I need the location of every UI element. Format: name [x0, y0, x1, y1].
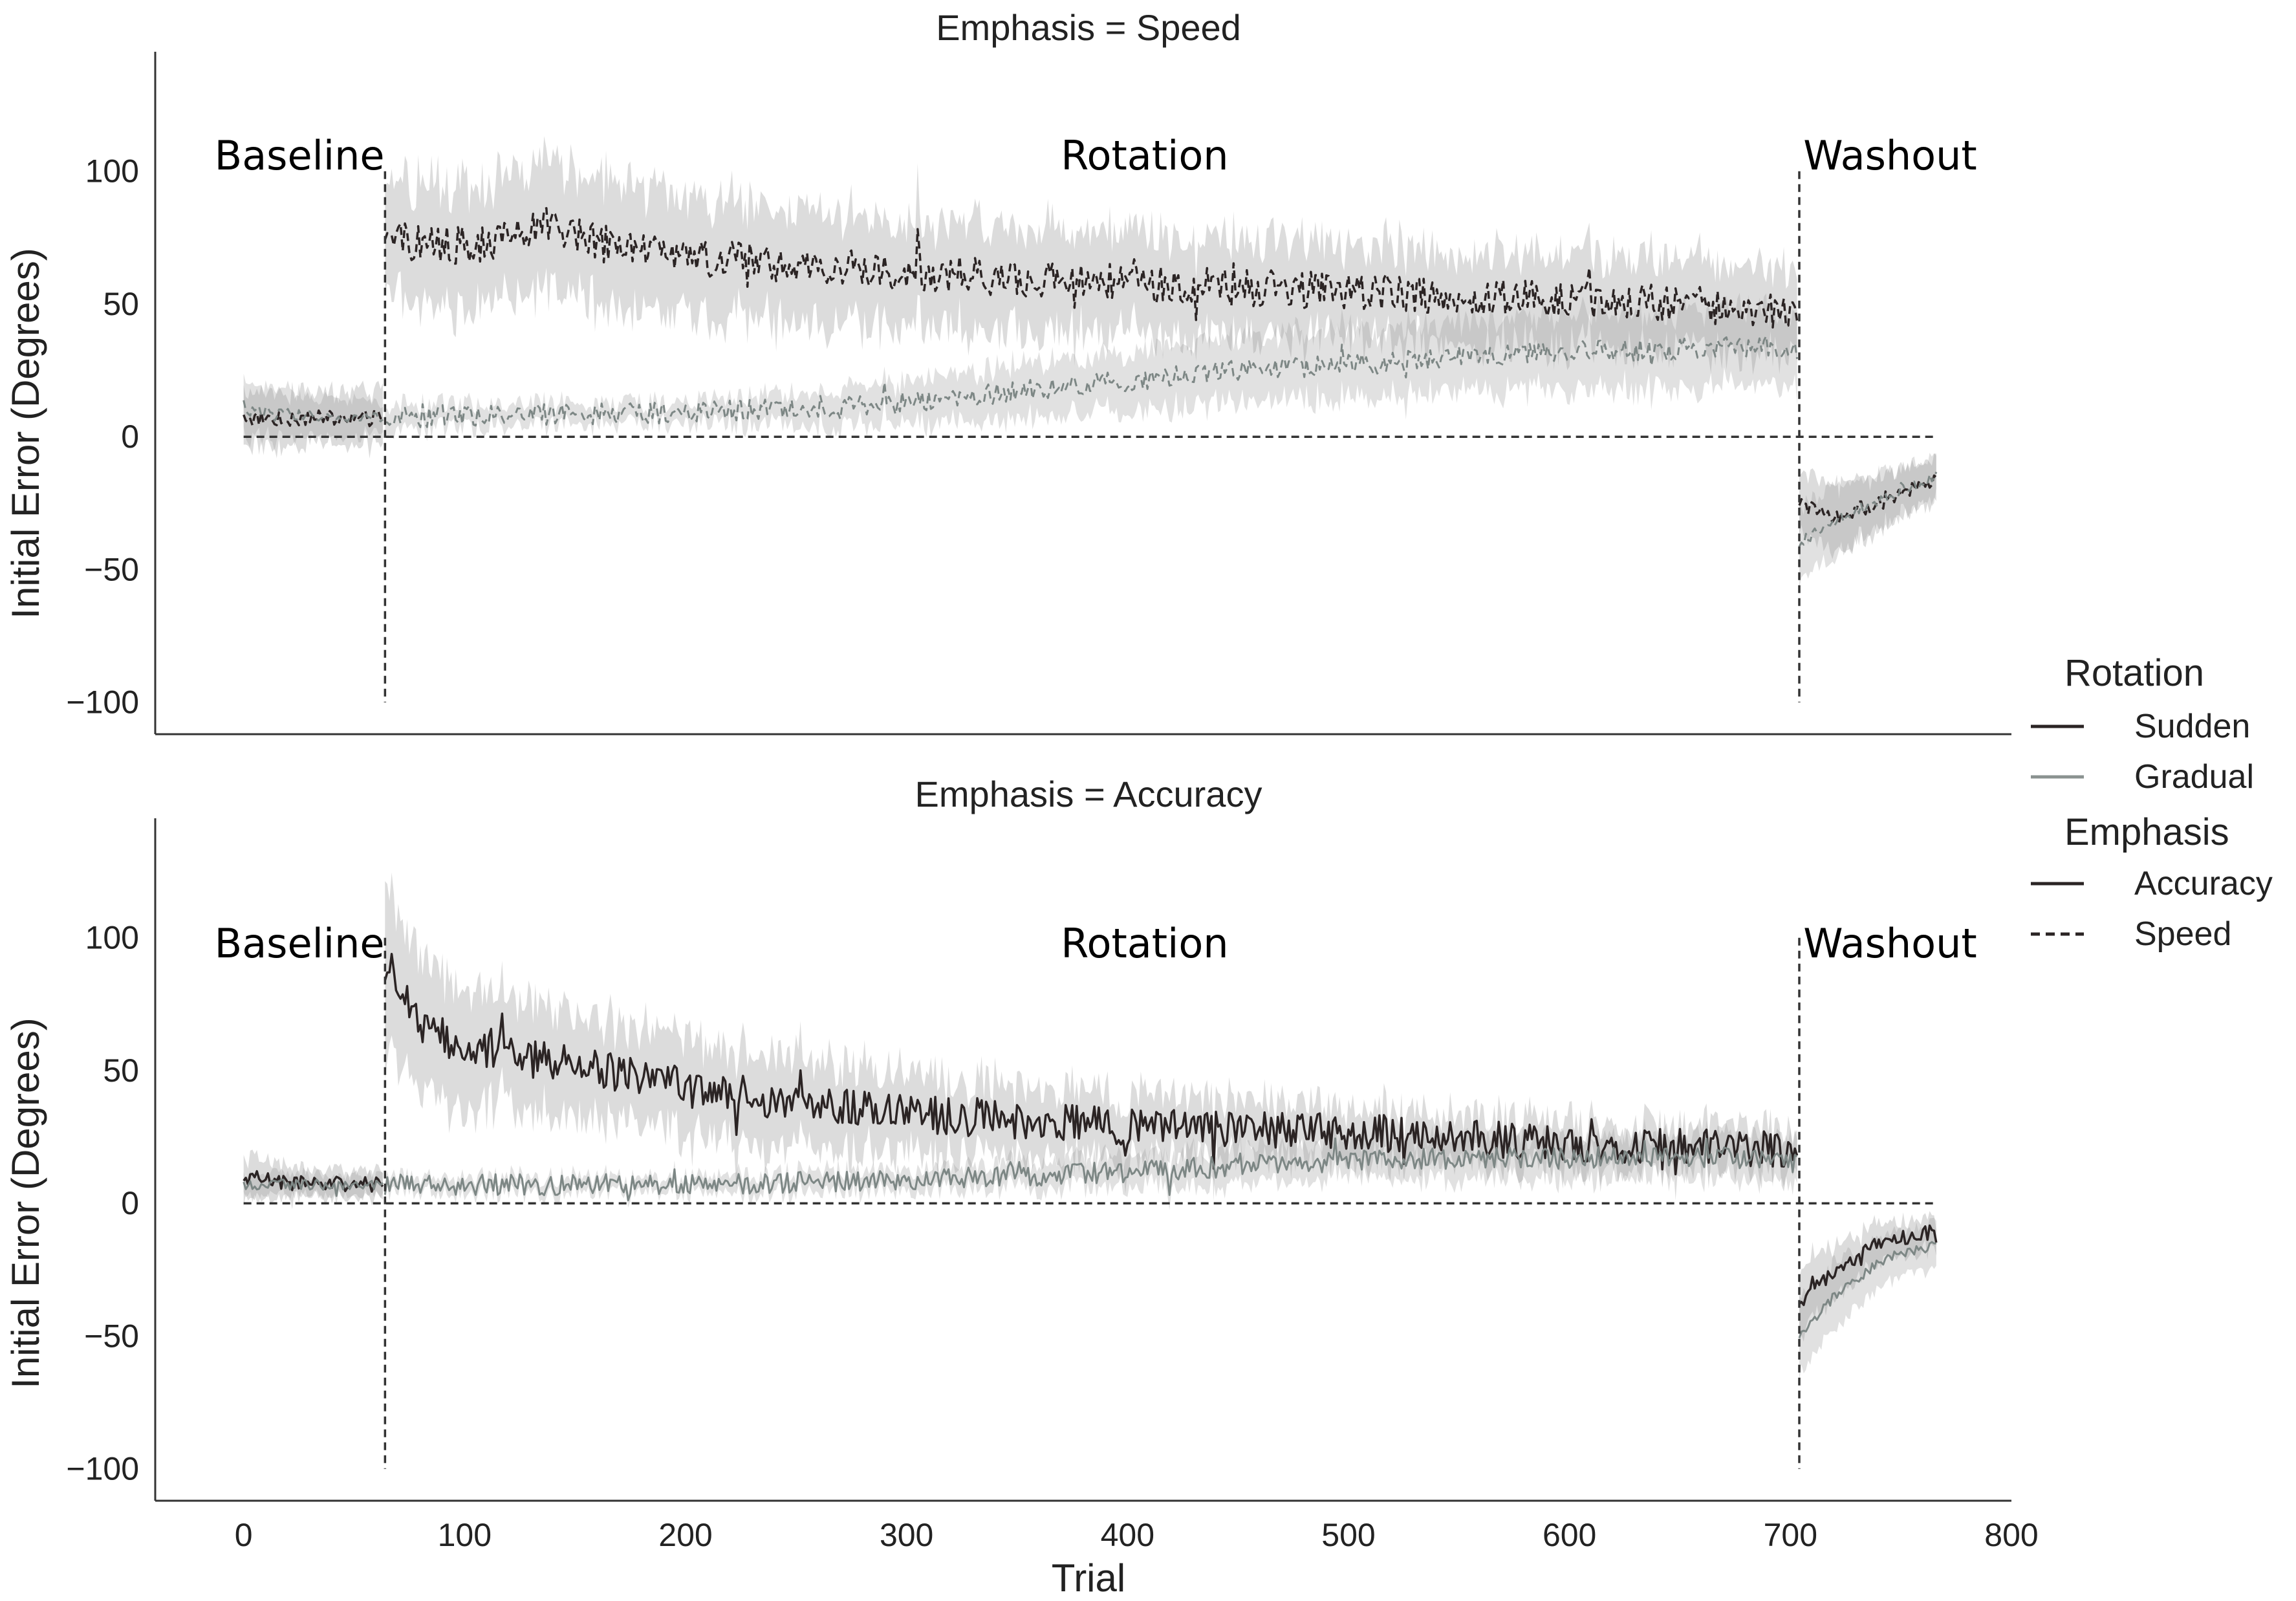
gradual-accuracy-series-line: [384, 1137, 1798, 1202]
accuracy-reference-lines: [243, 937, 1936, 1469]
x-tick-label: 200: [658, 1517, 712, 1553]
y-tick-label: −100: [66, 684, 139, 721]
legend: Rotation Sudden Gradual Emphasis Accurac…: [2031, 652, 2273, 953]
y-tick-label: −50: [84, 551, 139, 587]
x-tick-label: 0: [235, 1517, 253, 1553]
gradual-speed-series-line: [385, 335, 1799, 428]
gradual-accuracy-series-line: [243, 1179, 384, 1197]
speed-y-axis-label: Initial Error (Degrees): [4, 248, 47, 619]
gradual-accuracy-band-segment: [1799, 1217, 1936, 1381]
phase-label-washout: Washout: [1803, 920, 1977, 967]
gradual-speed-band-segment: [385, 292, 1797, 441]
accuracy-y-axis-label: Initial Error (Degrees): [4, 1018, 47, 1389]
accuracy-phase-labels: Baseline Rotation Washout: [215, 920, 1977, 967]
phase-label-baseline: Baseline: [215, 920, 385, 967]
sudden-speed-band-segment: [385, 136, 1797, 375]
gradual-speed-band-segment: [243, 373, 383, 451]
phase-label-baseline: Baseline: [215, 132, 385, 179]
accuracy-lines: [243, 952, 1938, 1338]
sudden-accuracy-series-line: [1798, 1224, 1938, 1307]
gradual-speed-series-line: [243, 400, 384, 423]
gradual-speed-series-line: [1798, 472, 1938, 547]
speed-lines: [243, 207, 1938, 547]
y-tick-label: 0: [121, 419, 139, 455]
x-tick-label: 700: [1764, 1517, 1817, 1553]
legend-speed-label: Speed: [2134, 915, 2231, 953]
speed-reference-lines: [243, 171, 1936, 702]
x-tick-label: 300: [880, 1517, 933, 1553]
panel-title-speed: Emphasis = Speed: [936, 7, 1241, 48]
y-tick-label: −50: [84, 1318, 139, 1354]
y-tick-label: 0: [121, 1185, 139, 1221]
legend-gradual-label: Gradual: [2134, 758, 2254, 796]
legend-rotation-title: Rotation: [2064, 652, 2204, 694]
y-tick-label: 100: [85, 153, 139, 190]
sudden-accuracy-series-line: [384, 952, 1799, 1176]
legend-accuracy-label: Accuracy: [2134, 865, 2273, 902]
legend-emphasis-title: Emphasis: [2064, 811, 2229, 853]
x-tick-label: 800: [1984, 1517, 2038, 1553]
speed-axes: 100 50 0 −50 −100: [66, 52, 2011, 735]
speed-panel: Emphasis = Speed Baseline Rotation Washout…: [4, 7, 2011, 735]
y-tick-label: −100: [66, 1451, 139, 1487]
phase-label-rotation: Rotation: [1061, 920, 1228, 967]
legend-sudden-label: Sudden: [2134, 708, 2250, 745]
x-tick-label: 600: [1543, 1517, 1596, 1553]
gradual-accuracy-series-line: [1798, 1241, 1936, 1338]
sudden-accuracy-series-line: [243, 1170, 384, 1193]
accuracy-panel: Emphasis = Accuracy Baseline Rotation Wash…: [4, 774, 2039, 1600]
x-tick-label: 400: [1101, 1517, 1154, 1553]
speed-phase-labels: Baseline Rotation Washout: [215, 132, 1977, 179]
sudden-speed-series-line: [384, 207, 1799, 329]
phase-label-rotation: Rotation: [1061, 132, 1228, 179]
x-tick-label: 100: [438, 1517, 492, 1553]
panel-title-accuracy: Emphasis = Accuracy: [915, 774, 1262, 814]
gradual-speed-band-segment: [1799, 453, 1936, 588]
x-axis-label: Trial: [1052, 1556, 1125, 1600]
y-tick-label: 50: [103, 1052, 139, 1089]
phase-label-washout: Washout: [1803, 132, 1977, 179]
y-tick-label: 100: [85, 920, 139, 956]
y-tick-label: 50: [103, 286, 139, 322]
x-tick-label: 500: [1321, 1517, 1375, 1553]
sudden-accuracy-band-segment: [1799, 1211, 1936, 1342]
